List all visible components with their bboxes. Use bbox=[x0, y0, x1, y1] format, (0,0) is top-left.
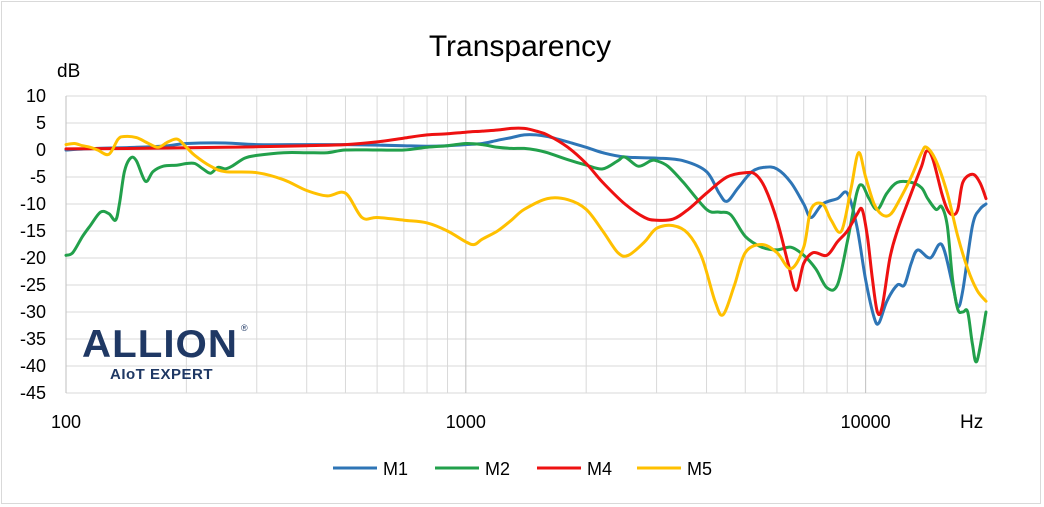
allion-logo: ALLION ® AIoT EXPERT bbox=[82, 323, 248, 383]
x-axis-label: Hz bbox=[960, 412, 983, 433]
logo-tagline: AIoT EXPERT bbox=[110, 366, 213, 383]
x-tick-label: 100 bbox=[51, 412, 81, 432]
x-tick-label: 1000 bbox=[446, 412, 486, 432]
logo-wordmark: ALLION bbox=[82, 323, 238, 366]
y-tick-label: 10 bbox=[26, 86, 46, 106]
series-line-m5 bbox=[64, 134, 988, 317]
series-lines bbox=[64, 126, 988, 364]
y-tick-label: -20 bbox=[20, 248, 46, 268]
legend-entry-m1: M1 bbox=[333, 459, 408, 479]
legend-entry-m4: M4 bbox=[537, 459, 612, 479]
y-axis-label: dB bbox=[57, 61, 80, 82]
y-tick-label: -40 bbox=[20, 356, 46, 376]
y-tick-labels: 10 5 0 -5 -10 -15 -20 -25 -30 -35 -40 -45 bbox=[20, 86, 46, 403]
y-tick-label: 0 bbox=[36, 140, 46, 160]
y-tick-label: -5 bbox=[30, 167, 46, 187]
y-tick-label: -15 bbox=[20, 221, 46, 241]
y-tick-label: -30 bbox=[20, 302, 46, 322]
legend: M1 M2 M4 M5 bbox=[333, 459, 712, 479]
y-tick-label: -45 bbox=[20, 383, 46, 403]
chart-title: Transparency bbox=[429, 30, 611, 63]
legend-entry-m2: M2 bbox=[435, 459, 510, 479]
y-tick-label: -25 bbox=[20, 275, 46, 295]
legend-label: M1 bbox=[383, 459, 408, 479]
y-tick-label: 5 bbox=[36, 113, 46, 133]
series-line-m4 bbox=[64, 126, 988, 317]
legend-label: M2 bbox=[485, 459, 510, 479]
y-tick-label: -35 bbox=[20, 329, 46, 349]
x-tick-labels: 100 1000 10000 bbox=[51, 412, 891, 432]
y-tick-label: -10 bbox=[20, 194, 46, 214]
logo-registered-mark: ® bbox=[241, 323, 248, 333]
x-tick-label: 10000 bbox=[841, 412, 891, 432]
legend-entry-m5: M5 bbox=[637, 459, 712, 479]
series-line-m2 bbox=[64, 141, 988, 364]
legend-label: M5 bbox=[687, 459, 712, 479]
legend-label: M4 bbox=[587, 459, 612, 479]
series-line-m1 bbox=[64, 133, 988, 326]
